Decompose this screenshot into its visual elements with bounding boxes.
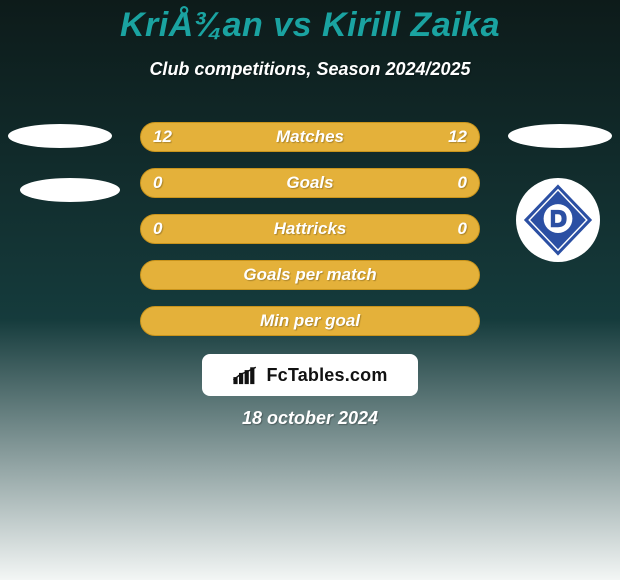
page-title: KriÅ¾an vs Kirill Zaika: [0, 0, 620, 45]
stat-row: Min per goal: [140, 306, 480, 336]
stat-row: Goals per match: [140, 260, 480, 290]
dynamo-badge-icon: [522, 184, 594, 256]
stat-label: Goals: [286, 173, 333, 193]
stat-value-left: 0: [153, 219, 162, 239]
right-club-badge: [516, 178, 600, 262]
date: 18 october 2024: [0, 408, 620, 429]
stat-row: Goals 0 0: [140, 168, 480, 198]
left-club-ellipse-2: [20, 178, 120, 202]
stat-label: Goals per match: [243, 265, 376, 285]
left-club-ellipse-1: [8, 124, 112, 148]
stat-value-right: 0: [458, 173, 467, 193]
stat-value-right: 0: [458, 219, 467, 239]
subtitle: Club competitions, Season 2024/2025: [0, 59, 620, 80]
stats-rows: Matches 12 12 Goals 0 0 Hattricks 0 0 Goals per m…: [140, 122, 480, 352]
stat-row: Hattricks 0 0: [140, 214, 480, 244]
stat-value-left: 12: [153, 127, 172, 147]
fctables-icon: [232, 364, 260, 386]
stat-value-left: 0: [153, 173, 162, 193]
stat-label: Min per goal: [260, 311, 360, 331]
watermark: FcTables.com: [202, 354, 418, 396]
stat-label: Matches: [276, 127, 344, 147]
stat-row: Matches 12 12: [140, 122, 480, 152]
stat-label: Hattricks: [274, 219, 347, 239]
watermark-text: FcTables.com: [266, 365, 387, 386]
right-club-ellipse: [508, 124, 612, 148]
stat-value-right: 12: [448, 127, 467, 147]
